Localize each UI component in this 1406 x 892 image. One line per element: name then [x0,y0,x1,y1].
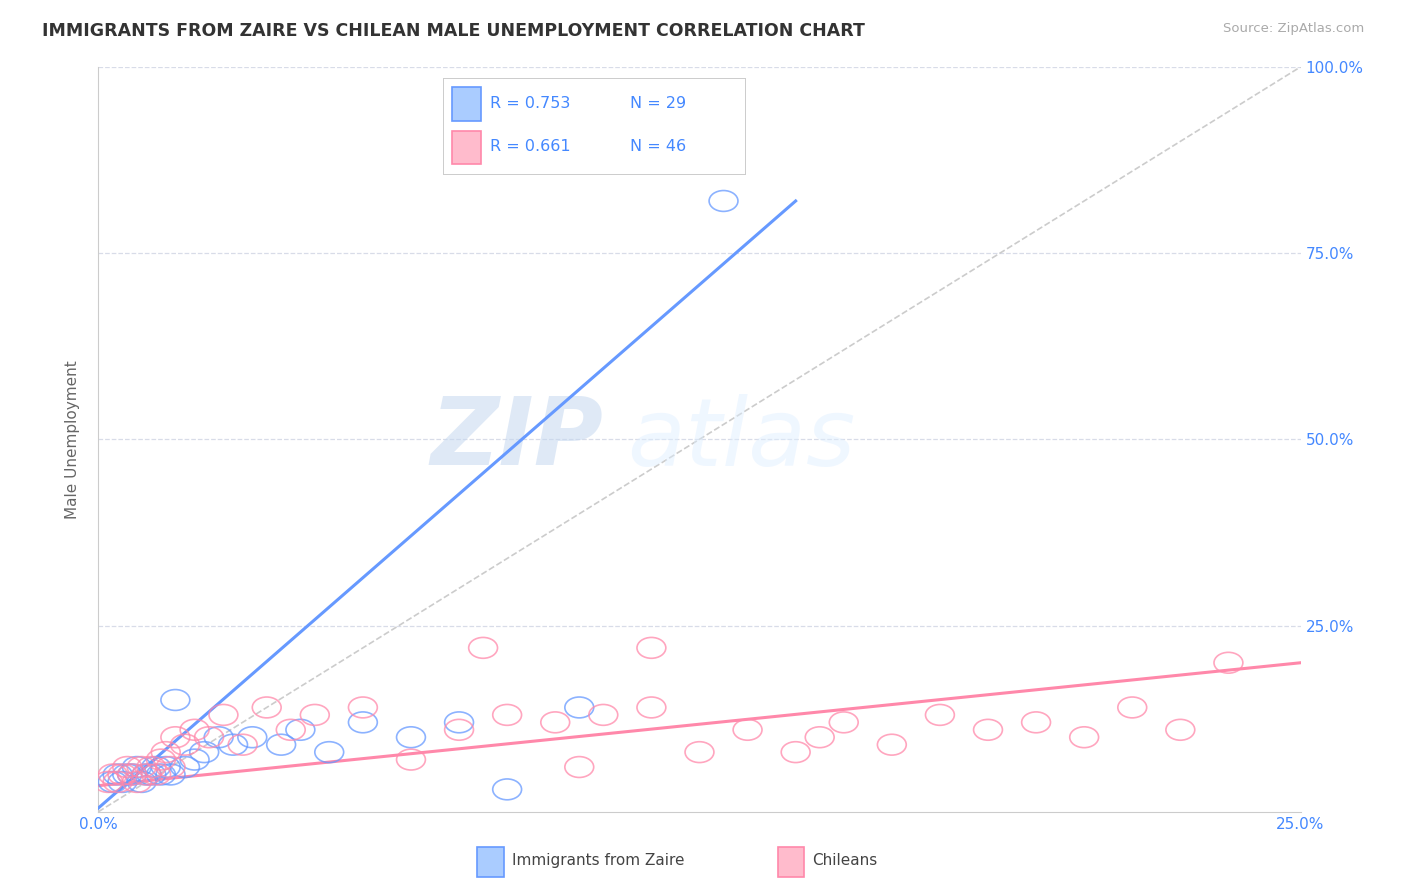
Text: IMMIGRANTS FROM ZAIRE VS CHILEAN MALE UNEMPLOYMENT CORRELATION CHART: IMMIGRANTS FROM ZAIRE VS CHILEAN MALE UN… [42,22,865,40]
FancyBboxPatch shape [451,87,481,121]
Text: Chileans: Chileans [813,854,877,868]
FancyBboxPatch shape [451,130,481,164]
Text: ZIP: ZIP [430,393,603,485]
Y-axis label: Male Unemployment: Male Unemployment [65,360,80,518]
Text: N = 29: N = 29 [630,96,686,112]
Text: R = 0.753: R = 0.753 [489,96,569,112]
Text: Source: ZipAtlas.com: Source: ZipAtlas.com [1223,22,1364,36]
Text: atlas: atlas [627,393,856,485]
Text: Immigrants from Zaire: Immigrants from Zaire [512,854,685,868]
Text: R = 0.661: R = 0.661 [489,139,571,154]
FancyBboxPatch shape [477,847,503,877]
FancyBboxPatch shape [778,847,804,877]
Text: N = 46: N = 46 [630,139,686,154]
